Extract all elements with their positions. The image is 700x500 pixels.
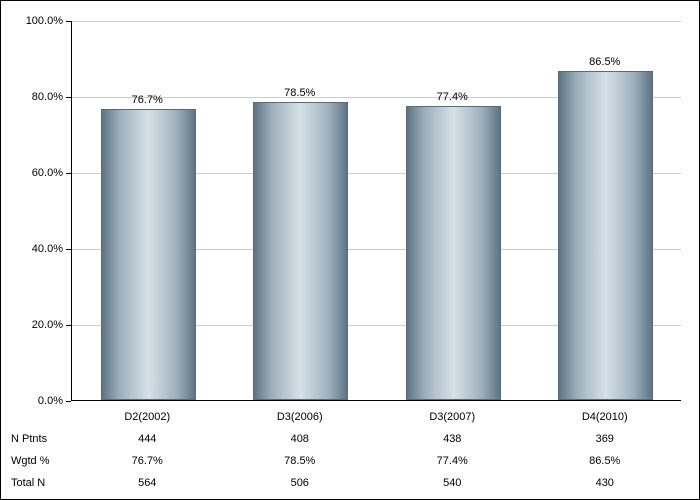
table-cell: 369: [596, 433, 614, 445]
table-row-label: Wgtd %: [11, 455, 66, 467]
y-tick-label: 100.0%: [3, 15, 63, 27]
bar: [406, 106, 501, 400]
table-row: D2(2002) D3(2006) D3(2007) D4(2010): [1, 406, 700, 428]
table-cell: 444: [138, 433, 156, 445]
bar-value-label: 86.5%: [589, 56, 620, 68]
table-cell: 86.5%: [589, 455, 620, 467]
y-tick-mark: [66, 173, 71, 174]
table-cell: 540: [443, 477, 461, 489]
table-cell: 78.5%: [284, 455, 315, 467]
x-category-label: D3(2006): [277, 411, 323, 423]
x-category-label: D3(2007): [429, 411, 475, 423]
x-category-label: D4(2010): [582, 411, 628, 423]
y-tick-label: 40.0%: [3, 243, 63, 255]
table-cell: 438: [443, 433, 461, 445]
bar: [101, 109, 196, 400]
bar-value-label: 77.4%: [437, 91, 468, 103]
bar-value-label: 78.5%: [284, 87, 315, 99]
chart-container: 0.0%20.0%40.0%60.0%80.0%100.0% 76.7%78.5…: [0, 0, 700, 500]
bar: [558, 71, 653, 400]
table-cell: 506: [291, 477, 309, 489]
plot-area: [71, 21, 681, 401]
table-cell: 564: [138, 477, 156, 489]
y-tick-mark: [66, 401, 71, 402]
table-cell: 77.4%: [437, 455, 468, 467]
y-tick-label: 60.0%: [3, 167, 63, 179]
table-row: Wgtd % 76.7% 78.5% 77.4% 86.5%: [1, 450, 700, 472]
table-row-label: Total N: [11, 477, 66, 489]
table-cell: 430: [596, 477, 614, 489]
y-tick-label: 20.0%: [3, 319, 63, 331]
gridline: [72, 21, 681, 22]
table-row: N Ptnts 444 408 438 369: [1, 428, 700, 450]
y-tick-label: 80.0%: [3, 91, 63, 103]
y-tick-mark: [66, 249, 71, 250]
y-tick-mark: [66, 325, 71, 326]
bar-value-label: 76.7%: [132, 94, 163, 106]
table-cell: 76.7%: [132, 455, 163, 467]
table-cell: 408: [291, 433, 309, 445]
y-tick-mark: [66, 97, 71, 98]
x-category-label: D2(2002): [124, 411, 170, 423]
table-row: Total N 564 506 540 430: [1, 472, 700, 494]
y-tick-mark: [66, 21, 71, 22]
table-row-label: N Ptnts: [11, 433, 66, 445]
bar: [253, 102, 348, 400]
